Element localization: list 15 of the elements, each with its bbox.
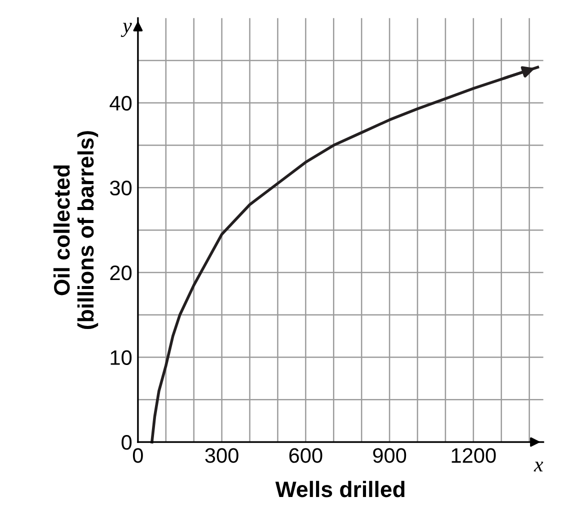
x-tick-label: 300 — [205, 448, 238, 463]
x-axis-title: Wells drilled — [275, 480, 404, 498]
text: y — [120, 22, 132, 37]
y-axis-title: Oil collected (billions of barrels) — [53, 131, 98, 329]
y-tick-label: 10 — [110, 350, 132, 365]
x-tick-label: 600 — [289, 448, 322, 463]
x-tick-label: 900 — [373, 448, 406, 463]
y-tick-label: 30 — [110, 180, 132, 196]
x-tick-label: 1200 — [452, 448, 496, 463]
text: x — [534, 462, 544, 472]
x-tick-label: 0 — [132, 448, 143, 463]
y-tick-label: 40 — [110, 96, 132, 111]
line-series — [150, 66, 540, 444]
y-tick-label: 0 — [122, 435, 132, 450]
y-tick-label: 20 — [110, 265, 132, 280]
